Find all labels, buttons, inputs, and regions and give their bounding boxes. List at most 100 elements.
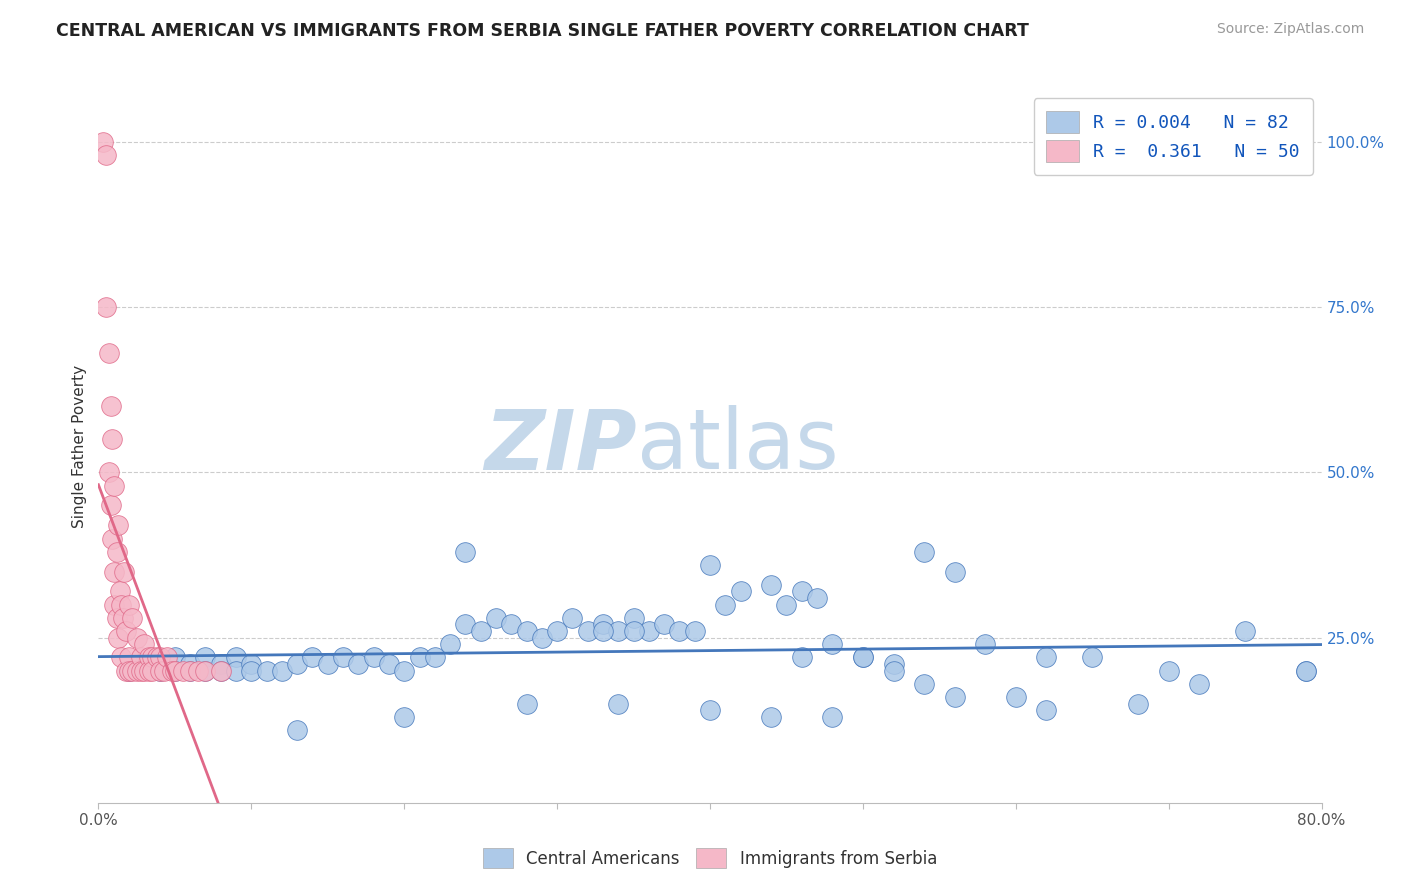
Point xyxy=(149,650,172,665)
Point xyxy=(209,657,232,671)
Point xyxy=(103,478,125,492)
Point xyxy=(516,697,538,711)
Point xyxy=(759,578,782,592)
Point xyxy=(118,664,141,678)
Point xyxy=(107,631,129,645)
Point xyxy=(821,637,844,651)
Point xyxy=(1035,650,1057,665)
Point xyxy=(138,650,160,665)
Point xyxy=(821,710,844,724)
Point xyxy=(423,650,446,665)
Point xyxy=(125,631,148,645)
Point xyxy=(111,611,134,625)
Point xyxy=(108,584,131,599)
Point xyxy=(607,624,630,638)
Point xyxy=(115,624,138,638)
Point xyxy=(378,657,401,671)
Point xyxy=(129,650,152,665)
Point xyxy=(623,611,645,625)
Point xyxy=(1295,664,1317,678)
Point xyxy=(623,624,645,638)
Point xyxy=(138,664,160,678)
Point xyxy=(790,584,813,599)
Point xyxy=(112,565,135,579)
Point xyxy=(225,664,247,678)
Point xyxy=(149,664,172,678)
Point xyxy=(699,558,721,572)
Point xyxy=(1295,664,1317,678)
Point xyxy=(912,677,935,691)
Point xyxy=(561,611,583,625)
Point xyxy=(101,433,124,447)
Point xyxy=(912,545,935,559)
Point xyxy=(592,617,614,632)
Point xyxy=(883,657,905,671)
Point xyxy=(118,598,141,612)
Point xyxy=(240,664,263,678)
Point xyxy=(699,703,721,717)
Point xyxy=(806,591,828,605)
Point xyxy=(110,650,132,665)
Point xyxy=(730,584,752,599)
Point xyxy=(194,664,217,678)
Text: atlas: atlas xyxy=(637,406,838,486)
Point xyxy=(118,650,141,665)
Point xyxy=(125,664,148,678)
Point xyxy=(285,657,308,671)
Point xyxy=(163,650,186,665)
Point xyxy=(332,650,354,665)
Point xyxy=(103,598,125,612)
Point xyxy=(141,650,163,665)
Point xyxy=(501,617,523,632)
Point xyxy=(179,664,201,678)
Point xyxy=(163,664,186,678)
Point xyxy=(256,664,278,678)
Point xyxy=(1035,703,1057,717)
Point xyxy=(683,624,706,638)
Point xyxy=(103,565,125,579)
Point xyxy=(392,664,416,678)
Point xyxy=(94,148,117,162)
Point xyxy=(172,664,194,678)
Point xyxy=(652,617,675,632)
Point xyxy=(775,598,797,612)
Point xyxy=(301,650,323,665)
Text: Source: ZipAtlas.com: Source: ZipAtlas.com xyxy=(1216,22,1364,37)
Point xyxy=(134,637,156,651)
Point xyxy=(105,545,128,559)
Point xyxy=(105,611,128,625)
Point xyxy=(98,346,121,360)
Point xyxy=(852,650,875,665)
Point xyxy=(546,624,568,638)
Point xyxy=(454,545,477,559)
Point xyxy=(100,400,122,414)
Point xyxy=(485,611,508,625)
Point xyxy=(790,650,813,665)
Point xyxy=(883,664,905,678)
Point xyxy=(1188,677,1211,691)
Point xyxy=(530,631,553,645)
Point xyxy=(100,499,122,513)
Point xyxy=(94,300,117,314)
Point xyxy=(516,624,538,638)
Point xyxy=(91,135,114,149)
Point xyxy=(134,657,156,671)
Point xyxy=(107,518,129,533)
Point xyxy=(637,624,661,638)
Point xyxy=(149,664,172,678)
Point xyxy=(134,664,156,678)
Point xyxy=(347,657,370,671)
Point xyxy=(1081,650,1104,665)
Point xyxy=(98,466,121,480)
Point xyxy=(179,657,201,671)
Point xyxy=(153,664,176,678)
Text: ZIP: ZIP xyxy=(484,406,637,486)
Point xyxy=(194,664,217,678)
Point xyxy=(1004,690,1026,704)
Point xyxy=(1157,664,1180,678)
Point xyxy=(163,664,186,678)
Point xyxy=(392,710,416,724)
Text: CENTRAL AMERICAN VS IMMIGRANTS FROM SERBIA SINGLE FATHER POVERTY CORRELATION CHA: CENTRAL AMERICAN VS IMMIGRANTS FROM SERB… xyxy=(56,22,1029,40)
Point xyxy=(668,624,690,638)
Point xyxy=(714,598,737,612)
